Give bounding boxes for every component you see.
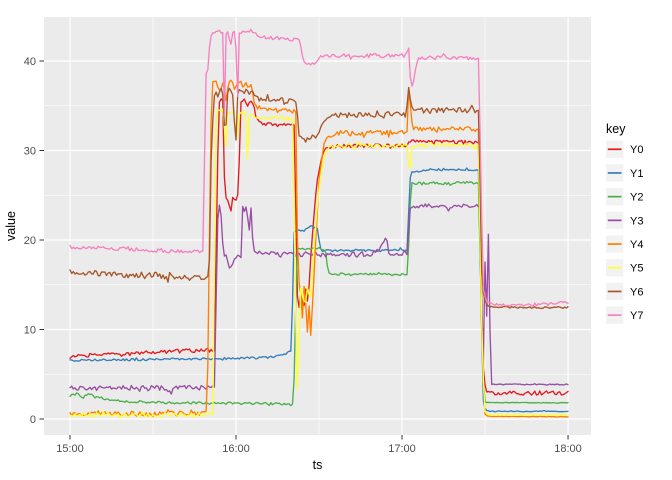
legend-item-Y1: Y1	[606, 164, 643, 182]
legend: key Y0 Y1 Y2 Y3 Y4 Y5 Y6 Y7	[606, 122, 643, 324]
legend-item-label: Y5	[630, 263, 643, 275]
y-tick-label: 40	[24, 56, 36, 68]
legend-item-label: Y2	[630, 192, 643, 204]
series-line-Y5	[69, 108, 569, 419]
axis-ticks	[39, 60, 569, 440]
legend-item-label: Y4	[630, 239, 643, 251]
x-tick-label: 16:00	[222, 443, 250, 455]
legend-item-label: Y3	[630, 215, 643, 227]
legend-item-Y5: Y5	[606, 259, 643, 277]
x-tick-label: 15:00	[56, 443, 84, 455]
axis-labels: 15:00 16:00 17:00 18:00 0 10 20 30 40 ts value	[4, 56, 582, 472]
series-line-Y6	[69, 86, 569, 310]
gridlines	[44, 17, 591, 435]
legend-item-Y0: Y0	[606, 140, 643, 158]
legend-item-Y7: Y7	[606, 306, 643, 324]
y-axis-title: value	[4, 211, 18, 241]
x-tick-label: 17:00	[388, 443, 416, 455]
y-tick-label: 20	[24, 235, 36, 247]
legend-item-label: Y0	[630, 144, 643, 156]
legend-item-Y2: Y2	[606, 188, 643, 206]
legend-item-label: Y7	[630, 310, 643, 322]
y-tick-label: 10	[24, 325, 36, 337]
legend-item-label: Y6	[630, 286, 643, 298]
legend-item-label: Y1	[630, 168, 643, 180]
legend-title: key	[606, 122, 626, 136]
series-lines	[69, 28, 569, 419]
y-tick-label: 30	[24, 146, 36, 158]
series-line-Y4	[69, 79, 569, 418]
legend-item-Y4: Y4	[606, 235, 643, 253]
series-line-Y0	[69, 98, 569, 396]
plot-panel	[44, 17, 591, 435]
legend-item-Y3: Y3	[606, 211, 643, 229]
x-axis-title: ts	[313, 458, 323, 472]
x-tick-label: 18:00	[554, 443, 582, 455]
series-line-Y7	[69, 28, 569, 308]
legend-item-Y6: Y6	[606, 282, 643, 301]
series-line-Y3	[69, 203, 569, 395]
y-tick-label: 0	[30, 414, 36, 426]
